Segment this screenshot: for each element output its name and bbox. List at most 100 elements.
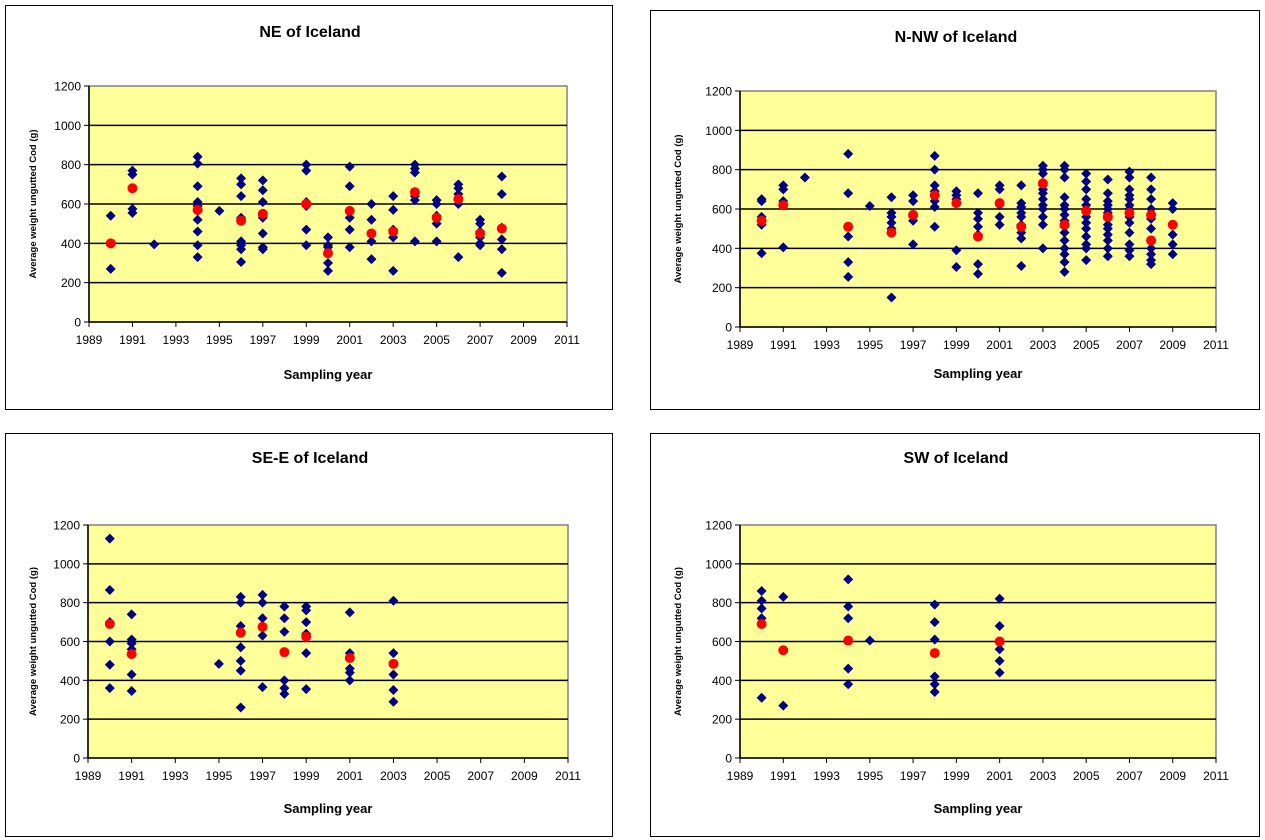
data-point-diamond bbox=[149, 239, 160, 250]
data-point-diamond bbox=[257, 597, 268, 608]
x-tick-label: 2003 bbox=[380, 333, 407, 347]
data-point-mean bbox=[778, 200, 789, 211]
data-point-diamond bbox=[257, 175, 268, 186]
data-point-diamond bbox=[257, 630, 268, 641]
data-point-diamond bbox=[344, 607, 355, 618]
data-point-diamond bbox=[1016, 202, 1027, 213]
x-axis-label: Sampling year bbox=[934, 366, 1023, 381]
data-point-diamond bbox=[1081, 231, 1092, 242]
x-tick-label: 1997 bbox=[249, 769, 276, 783]
data-point-diamond bbox=[1059, 249, 1070, 260]
y-tick-label: 0 bbox=[74, 316, 81, 330]
data-point-mean bbox=[301, 631, 312, 642]
y-tick-label: 1200 bbox=[705, 519, 732, 533]
data-point-diamond bbox=[257, 228, 268, 239]
data-point-diamond bbox=[236, 244, 247, 255]
data-point-mean bbox=[973, 231, 983, 242]
y-tick-label: 1200 bbox=[53, 519, 80, 533]
data-point-diamond bbox=[843, 148, 854, 159]
data-point-diamond bbox=[1059, 172, 1070, 183]
data-point-diamond bbox=[1124, 217, 1135, 228]
data-point-diamond bbox=[994, 219, 1005, 230]
data-point-diamond bbox=[344, 224, 355, 235]
data-point-diamond bbox=[951, 262, 962, 273]
data-point-mean bbox=[366, 228, 377, 239]
y-tick-label: 0 bbox=[725, 752, 732, 766]
data-point-diamond bbox=[778, 700, 789, 711]
y-tick-label: 800 bbox=[712, 596, 732, 610]
data-point-diamond bbox=[453, 252, 464, 263]
data-point-mean bbox=[1146, 209, 1157, 220]
y-tick-label: 400 bbox=[712, 242, 732, 256]
data-point-diamond bbox=[1124, 239, 1135, 250]
data-point-mean bbox=[1124, 207, 1135, 218]
data-point-diamond bbox=[192, 181, 203, 192]
data-point-diamond bbox=[257, 185, 268, 196]
data-point-diamond bbox=[366, 214, 377, 225]
x-tick-label: 2005 bbox=[1073, 769, 1100, 783]
data-point-diamond bbox=[973, 188, 983, 199]
data-point-diamond bbox=[235, 655, 246, 666]
data-point-diamond bbox=[973, 207, 983, 218]
x-tick-label: 1989 bbox=[727, 338, 754, 352]
data-point-mean bbox=[235, 627, 246, 638]
data-point-diamond bbox=[973, 221, 983, 232]
x-tick-label: 2001 bbox=[336, 333, 363, 347]
x-axis-label: Sampling year bbox=[284, 801, 373, 816]
data-point-mean bbox=[257, 621, 268, 632]
y-tick-label: 200 bbox=[61, 276, 81, 290]
data-point-diamond bbox=[929, 180, 940, 191]
data-point-diamond bbox=[496, 234, 507, 245]
data-point-diamond bbox=[235, 597, 246, 608]
data-point-diamond bbox=[301, 224, 312, 235]
data-point-diamond bbox=[323, 258, 333, 268]
data-point-diamond bbox=[257, 682, 268, 693]
x-tick-label: 1999 bbox=[943, 769, 970, 783]
data-point-diamond bbox=[929, 221, 940, 232]
data-point-diamond bbox=[279, 675, 290, 686]
data-point-diamond bbox=[908, 190, 919, 201]
data-point-diamond bbox=[236, 173, 247, 184]
data-point-diamond bbox=[1059, 243, 1070, 254]
data-point-mean bbox=[843, 221, 854, 232]
data-point-diamond bbox=[843, 663, 854, 674]
data-point-diamond bbox=[973, 259, 983, 270]
data-point-diamond bbox=[1037, 194, 1048, 205]
data-point-diamond bbox=[1102, 188, 1113, 199]
y-tick-label: 400 bbox=[61, 237, 81, 251]
data-point-mean bbox=[388, 658, 399, 669]
data-point-diamond bbox=[388, 204, 399, 215]
data-point-diamond bbox=[1059, 227, 1070, 238]
data-point-diamond bbox=[475, 240, 486, 251]
x-tick-label: 1991 bbox=[119, 333, 146, 347]
data-point-mean bbox=[344, 653, 355, 664]
data-point-diamond bbox=[126, 638, 137, 649]
data-point-diamond bbox=[778, 184, 789, 195]
y-tick-label: 400 bbox=[60, 674, 80, 688]
data-point-diamond bbox=[1146, 249, 1157, 260]
data-point-diamond bbox=[409, 195, 420, 206]
y-tick-label: 1000 bbox=[705, 124, 732, 138]
data-point-diamond bbox=[886, 211, 897, 222]
data-point-mean bbox=[843, 635, 854, 646]
y-tick-label: 600 bbox=[712, 635, 732, 649]
x-tick-label: 1993 bbox=[162, 769, 189, 783]
data-point-diamond bbox=[1059, 257, 1070, 268]
data-point-diamond bbox=[388, 595, 399, 606]
x-tick-label: 1995 bbox=[206, 333, 233, 347]
y-tick-label: 0 bbox=[725, 321, 732, 335]
data-point-diamond bbox=[388, 191, 399, 202]
data-point-diamond bbox=[1124, 166, 1135, 177]
data-point-diamond bbox=[344, 181, 355, 192]
data-point-mean bbox=[1016, 221, 1027, 232]
data-point-diamond bbox=[756, 595, 767, 606]
x-tick-label: 1995 bbox=[856, 338, 883, 352]
data-point-diamond bbox=[994, 667, 1005, 678]
data-point-diamond bbox=[1167, 198, 1178, 209]
data-point-diamond bbox=[301, 159, 312, 170]
x-tick-label: 1997 bbox=[900, 769, 927, 783]
chart-title: SE-E of Iceland bbox=[252, 450, 368, 467]
x-tick-label: 2009 bbox=[1159, 769, 1186, 783]
data-point-mean bbox=[344, 205, 355, 216]
data-point-diamond bbox=[1081, 194, 1092, 205]
